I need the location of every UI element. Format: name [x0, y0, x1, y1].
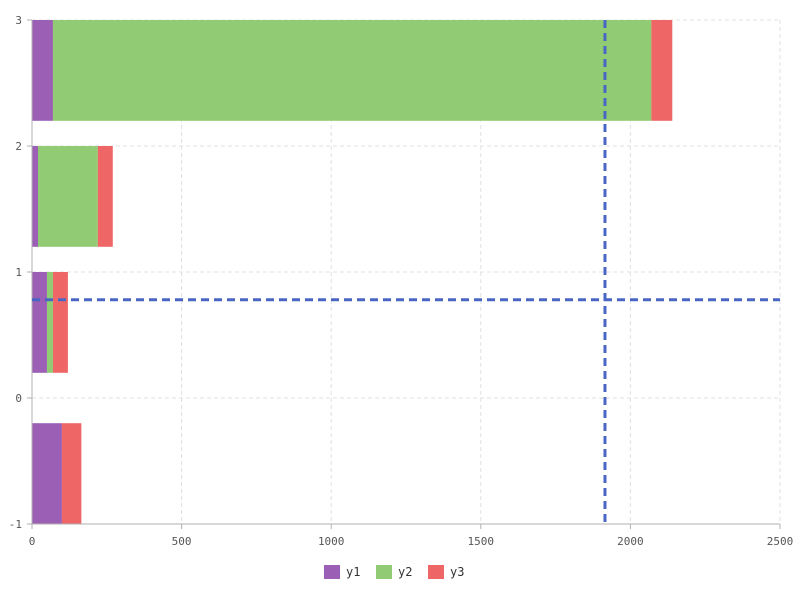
axes: 0 500 1000 1500 2000 2500 -1 0 1 2 3 — [9, 14, 794, 548]
legend-swatch — [324, 565, 340, 579]
legend[interactable]: y1 y2 y3 — [324, 565, 464, 579]
x-tick-label: 500 — [172, 535, 192, 548]
x-tick-label: 2000 — [617, 535, 644, 548]
x-tick-label: 2500 — [767, 535, 794, 548]
bar-y1[interactable] — [32, 20, 53, 121]
legend-swatch — [428, 565, 444, 579]
legend-item-y3[interactable]: y3 — [428, 565, 464, 579]
legend-label: y1 — [346, 565, 360, 579]
bar-y3[interactable] — [651, 20, 673, 121]
legend-item-y2[interactable]: y2 — [376, 565, 412, 579]
x-tick-label: 1000 — [318, 535, 345, 548]
x-tick-label: 1500 — [468, 535, 495, 548]
bar-y2[interactable] — [46, 272, 53, 373]
legend-label: y3 — [450, 565, 464, 579]
legend-swatch — [376, 565, 392, 579]
y-tick-label: 0 — [15, 392, 22, 405]
y-tick-label: 3 — [15, 14, 22, 27]
bar-y2[interactable] — [52, 20, 652, 121]
legend-item-y1[interactable]: y1 — [324, 565, 360, 579]
legend-label: y2 — [398, 565, 412, 579]
y-tick-label: -1 — [9, 518, 22, 531]
bars — [32, 20, 673, 524]
bar-y3[interactable] — [97, 146, 113, 247]
bar-y1[interactable] — [32, 272, 47, 373]
bar-y3[interactable] — [52, 272, 68, 373]
bar-y3[interactable] — [61, 423, 82, 524]
x-tick-label: 0 — [29, 535, 36, 548]
y-tick-label: 1 — [15, 266, 22, 279]
bar-y1[interactable] — [32, 423, 62, 524]
bar-y2[interactable] — [37, 146, 98, 247]
y-tick-label: 2 — [15, 140, 22, 153]
reference-lines — [32, 20, 780, 524]
bar-y1[interactable] — [32, 146, 38, 247]
